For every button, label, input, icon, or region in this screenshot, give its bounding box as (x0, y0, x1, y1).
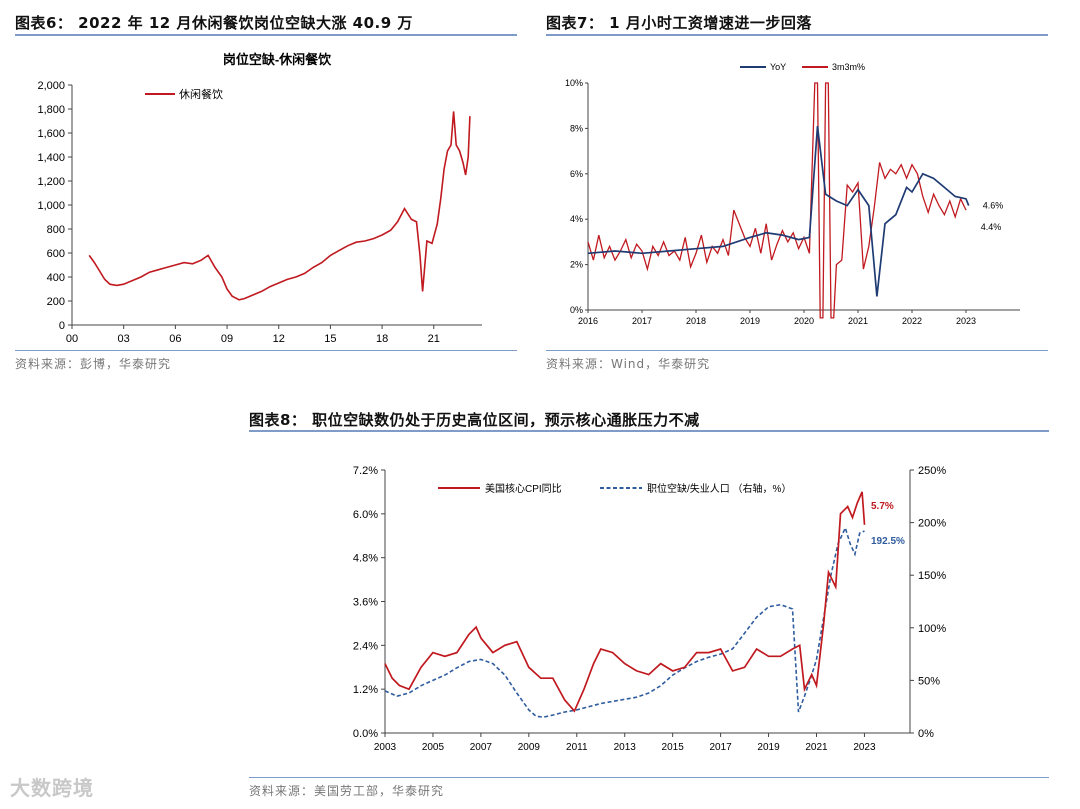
fig7-bottom-rule (546, 350, 1048, 351)
fig8-y-tick-label-left: 1.2% (353, 684, 378, 696)
fig6-title: 岗位空缺-休闲餐饮 (223, 52, 332, 67)
fig6-top-rule (15, 34, 517, 36)
fig6-x-tick-label: 18 (376, 333, 388, 345)
fig8-x-tick-label: 2011 (566, 742, 588, 753)
fig8-y-tick-label-right: 0% (918, 728, 934, 740)
fig8-x-tick-label: 2015 (662, 742, 685, 753)
fig8-y-tick-label-left: 4.8% (353, 553, 378, 565)
fig7-annotation-yoy: 4.6% (983, 201, 1004, 211)
fig8-source: 资料来源：美国劳工部，华泰研究 (249, 784, 445, 798)
fig6-y-tick-label: 1,200 (37, 176, 65, 188)
fig8-y-tick-label-left: 2.4% (353, 640, 378, 652)
fig6-x-tick-label: 09 (221, 333, 233, 345)
fig7-top-rule (546, 34, 1048, 36)
fig7-annotation-3m3m: 4.4% (981, 222, 1002, 232)
fig7-x-tick-label: 2023 (956, 316, 976, 326)
fig6-y-tick-label: 600 (47, 248, 65, 260)
fig6-x-tick-label: 15 (324, 333, 336, 345)
fig6-series-line (88, 111, 471, 301)
fig7-x-tick-label: 2018 (686, 316, 706, 326)
fig6-y-tick-label: 1,600 (37, 128, 65, 140)
fig8-x-tick-label: 2017 (709, 742, 732, 753)
fig6-y-tick-label: 200 (47, 296, 65, 308)
fig7-legend-label-3m3m: 3m3m% (832, 62, 865, 72)
fig8-series-vacancy-ratio (384, 525, 865, 719)
fig8-heading: 图表8： 职位空缺数仍处于历史高位区间，预示核心通胀压力不减 (249, 411, 700, 429)
fig7-y-tick-label: 0% (570, 305, 583, 315)
fig8-y-tick-label-left: 6.0% (353, 509, 378, 521)
fig8-x-tick-label: 2007 (470, 742, 493, 753)
fig8-y-tick-label-left: 7.2% (353, 465, 378, 477)
fig8-y-tick-label-left: 0.0% (353, 728, 378, 740)
fig8-x-tick-label: 2005 (422, 742, 445, 753)
fig8-legend-label-vacancy: 职位空缺/失业人口 （右轴，%） (647, 482, 791, 495)
fig8-x-tick-label: 2023 (853, 742, 876, 753)
fig7-chart: 0% 2% 4% 6% 8% 10% 2016 2017 2018 2019 2020 2021 202… (565, 62, 1020, 326)
fig6-y-tick-label: 400 (47, 272, 65, 284)
fig7-y-tick-label: 8% (570, 123, 583, 133)
fig6-x-tick-label: 03 (118, 333, 130, 345)
fig6-y-tick-label: 1,400 (37, 152, 65, 164)
fig6-x-tick-label: 12 (273, 333, 285, 345)
fig7-x-tick-label: 2016 (578, 316, 598, 326)
fig8-y-tick-label-right: 50% (918, 675, 940, 687)
fig6-bottom-rule (15, 350, 517, 351)
fig7-source: 资料来源：Wind，华泰研究 (546, 357, 711, 371)
fig6-chart: 岗位空缺-休闲餐饮 0 200 400 600 800 1,000 1,200 1,400 1,6… (37, 52, 482, 345)
fig6-heading: 图表6： 2022 年 12 月休闲餐饮岗位空缺大涨 40.9 万 (15, 14, 413, 32)
fig7-y-tick-label: 6% (570, 169, 583, 179)
fig8-x-tick-label: 2003 (374, 742, 397, 753)
fig7-x-tick-label: 2021 (848, 316, 868, 326)
fig7-y-tick-label: 2% (570, 260, 583, 270)
fig8-bottom-rule (249, 777, 1049, 778)
fig7-x-tick-label: 2019 (740, 316, 760, 326)
fig8-series-core-cpi (384, 491, 866, 713)
fig7-y-tick-label: 4% (570, 214, 583, 224)
fig8-y-tick-label-right: 100% (918, 623, 946, 635)
fig8-x-tick-label: 2021 (805, 742, 828, 753)
fig7-heading: 图表7： 1 月小时工资增速进一步回落 (546, 14, 812, 32)
fig8-annotation-cpi: 5.7% (871, 501, 894, 512)
fig6-y-tick-label: 2,000 (37, 80, 65, 92)
fig7-x-tick-label: 2022 (902, 316, 922, 326)
fig6-x-tick-label: 00 (66, 333, 78, 345)
fig8-chart: 0.0% 1.2% 2.4% 3.6% 4.8% 6.0% 7.2% 0% 50% 100% 150… (353, 465, 946, 753)
fig8-x-tick-label: 2009 (518, 742, 541, 753)
fig7-y-tick-label: 10% (565, 78, 583, 88)
fig8-x-tick-label: 2019 (757, 742, 780, 753)
fig6-x-tick-label: 06 (169, 333, 181, 345)
fig6-y-tick-label: 1,000 (37, 200, 65, 212)
fig7-x-tick-label: 2017 (632, 316, 652, 326)
fig7-series-yoy (587, 125, 970, 297)
fig6-y-tick-label: 800 (47, 224, 65, 236)
fig6-y-tick-label: 0 (59, 320, 65, 332)
fig8-y-tick-label-right: 200% (918, 518, 946, 530)
fig8-top-rule (249, 430, 1049, 432)
fig7-x-tick-label: 2020 (794, 316, 814, 326)
fig6-x-tick-label: 21 (428, 333, 440, 345)
fig8-x-tick-label: 2013 (614, 742, 637, 753)
fig8-y-tick-label-right: 250% (918, 465, 946, 477)
fig8-legend-label-cpi: 美国核心CPI同比 (485, 482, 562, 495)
fig6-legend-label: 休闲餐饮 (179, 87, 223, 101)
fig8-y-tick-label-left: 3.6% (353, 597, 378, 609)
fig8-annotation-vacancy: 192.5% (871, 536, 905, 547)
fig7-legend-label-yoy: YoY (770, 62, 786, 72)
fig6-y-tick-label: 1,800 (37, 104, 65, 116)
fig6-source: 资料来源：彭博，华泰研究 (15, 357, 172, 371)
watermark: 大数跨境 (10, 776, 94, 800)
fig7-series-3m3m (587, 82, 967, 319)
fig8-y-tick-label-right: 150% (918, 570, 946, 582)
